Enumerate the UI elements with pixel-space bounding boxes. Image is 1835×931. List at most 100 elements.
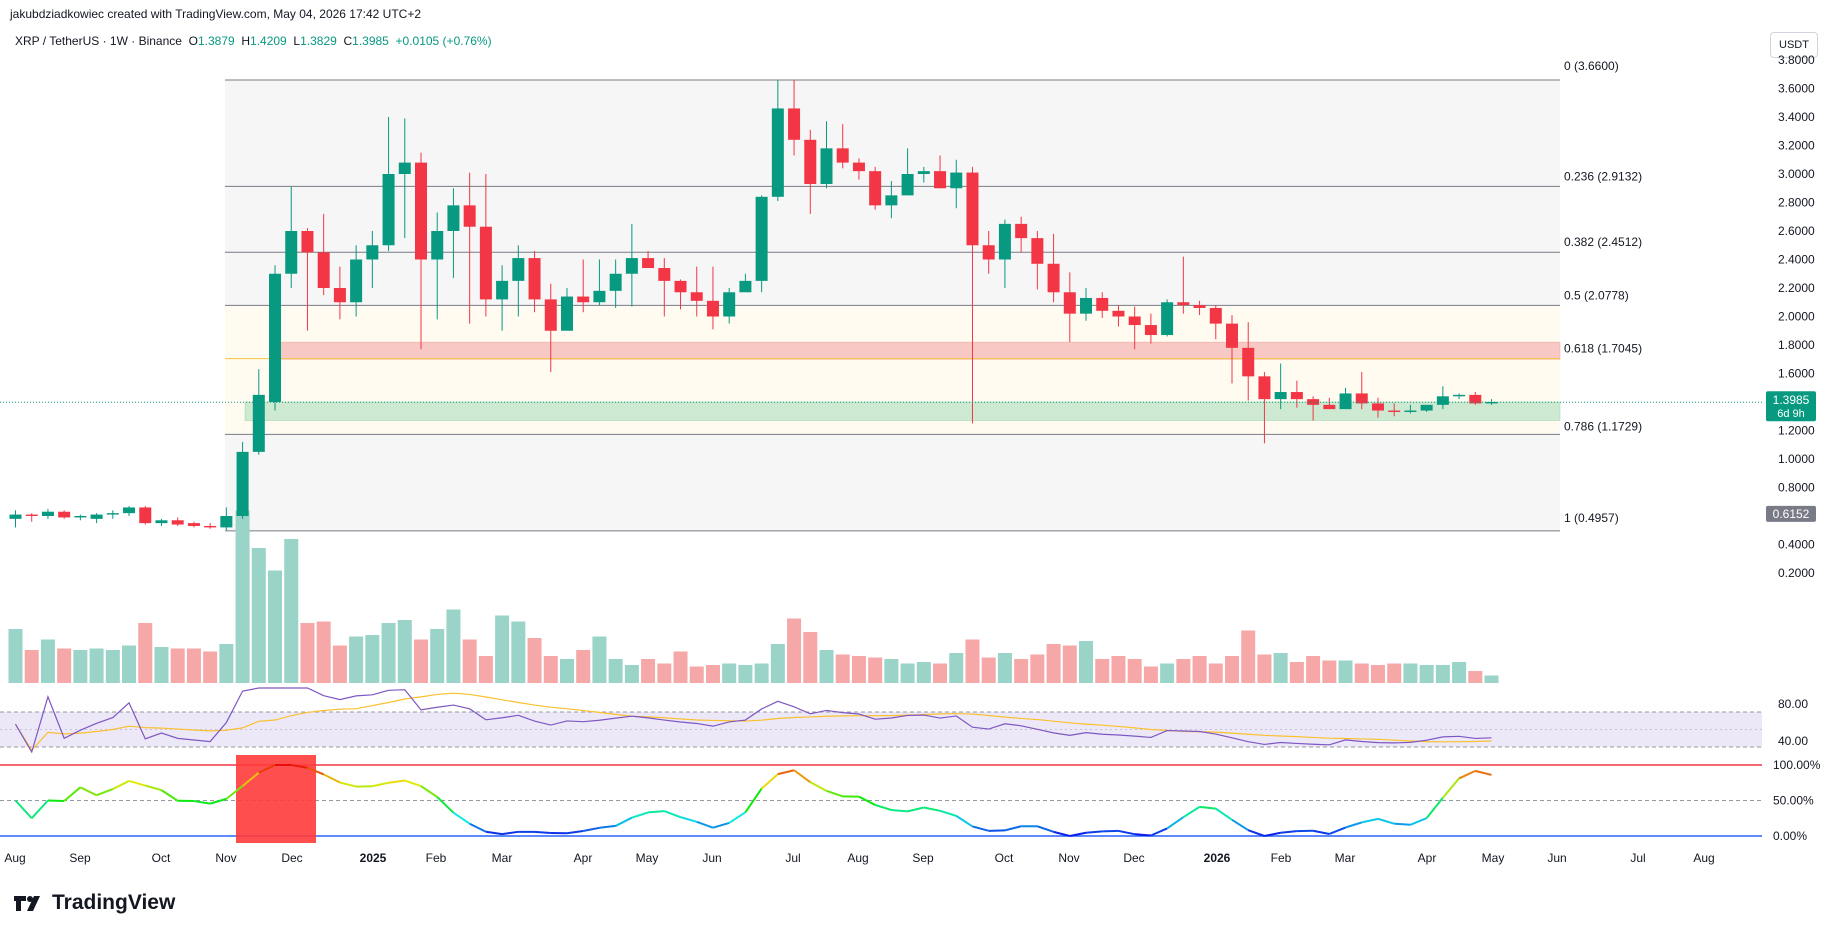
volume-bar: [576, 650, 591, 683]
candle-body: [366, 245, 379, 260]
candle-body: [1258, 376, 1271, 400]
volume-bar: [803, 632, 818, 683]
candle-body: [528, 258, 541, 300]
time-tick: 2025: [360, 851, 387, 865]
stoch-line-segment: [1085, 830, 1103, 834]
volume-bar: [1062, 645, 1077, 683]
symbol-name[interactable]: XRP / TetherUS · 1W · Binance: [15, 34, 182, 48]
volume-bar: [1176, 659, 1191, 683]
candle-body: [869, 171, 882, 206]
stoch-line-segment: [96, 788, 114, 797]
candle-body: [1047, 263, 1060, 293]
chart-credit: jakubdziadkowiec created with TradingVie…: [10, 7, 422, 21]
candle-body: [1242, 347, 1255, 377]
volume-bar: [349, 636, 364, 683]
stoch-line-segment: [1458, 769, 1476, 780]
time-tick: Oct: [995, 851, 1014, 865]
stoch-line-segment: [728, 811, 746, 824]
volume-bar: [1338, 660, 1353, 683]
rsi-tick: 40.00: [1778, 734, 1808, 748]
resistance-zone: [279, 341, 1561, 360]
candle-body: [382, 174, 395, 246]
low-value: 1.3829: [300, 34, 337, 48]
candle-body: [577, 296, 590, 303]
time-axis[interactable]: Aug Sep Oct Nov Dec 2025 Feb Mar Apr May Jun Jul Aug…: [4, 851, 1714, 865]
volume-bar: [559, 659, 574, 683]
candle-body: [1112, 310, 1125, 317]
stoch-line-segment: [923, 806, 941, 812]
candle-body: [285, 231, 298, 274]
volume-bar: [203, 651, 218, 683]
tradingview-logo[interactable]: TradingView: [12, 891, 175, 915]
candle-body: [1096, 297, 1109, 311]
time-tick: Sep: [69, 851, 91, 865]
candle-body: [1339, 393, 1352, 410]
rsi-tick: 80.00: [1778, 697, 1808, 711]
volume-bar: [722, 663, 737, 683]
volume-bar: [1241, 630, 1256, 683]
candle-body: [398, 162, 411, 174]
candle-body: [836, 148, 849, 163]
stoch-line-segment: [744, 788, 763, 813]
fib-label: 0.5 (2.0778): [1564, 288, 1629, 302]
stoch-line-segment: [648, 810, 665, 814]
time-tick: Jun: [702, 851, 721, 865]
stoch-line-segment: [1053, 830, 1071, 837]
candle-body: [1031, 238, 1044, 264]
candle-body: [674, 280, 687, 293]
symbol-legend[interactable]: XRP / TetherUS · 1W · Binance O1.3879 H1…: [15, 34, 492, 48]
stoch-line-segment: [1442, 777, 1460, 799]
volume-bar: [251, 548, 266, 683]
stoch-line-segment: [452, 811, 471, 825]
stoch-line-segment: [534, 830, 551, 834]
volume-bar: [1046, 644, 1061, 683]
chart-canvas[interactable]: 0 (3.6600) 0.236 (2.9132) 0.382 (2.4512) 0.…: [0, 0, 1835, 880]
candle-body: [90, 514, 103, 519]
volume-bar: [1484, 675, 1499, 683]
stoch-rsi-pane: 100.00% 50.00% 0.00%: [0, 755, 1821, 843]
volume-bar: [8, 629, 23, 683]
volume-bar: [705, 665, 720, 683]
volume-bar: [933, 663, 948, 683]
fib-label: 0.786 (1.1729): [1564, 419, 1642, 433]
stoch-line-segment: [1475, 769, 1492, 776]
candle-body: [1226, 323, 1238, 348]
candle-body: [479, 226, 492, 300]
candle-body: [706, 300, 719, 317]
candle-body: [204, 525, 217, 528]
price-tick: 0.2000: [1778, 566, 1815, 580]
last-price-value: 1.3985: [1773, 393, 1810, 407]
volume-bar: [1143, 666, 1158, 683]
volume-bar: [1030, 654, 1045, 683]
volume-bar: [332, 645, 347, 683]
volume-bar: [527, 638, 542, 683]
stoch-line-segment: [826, 789, 844, 798]
stoch-line-segment: [1280, 830, 1297, 834]
volume-bar: [1225, 656, 1239, 683]
candle-body: [658, 268, 671, 281]
fib-label: 0 (3.6600): [1564, 59, 1619, 73]
volume-bar: [122, 645, 137, 683]
volume-bar: [916, 662, 931, 683]
rsi-pane: 80.00 40.00: [0, 687, 1808, 754]
candle-body: [1290, 392, 1303, 400]
candle-body: [739, 280, 752, 293]
brand-name: TradingView: [52, 891, 176, 914]
volume-bar: [965, 639, 980, 683]
fibonacci-retracement[interactable]: 0 (3.6600) 0.236 (2.9132) 0.382 (2.4512) 0.…: [225, 59, 1642, 532]
low-price-value: 0.6152: [1773, 507, 1810, 521]
stoch-line-segment: [566, 830, 584, 835]
currency-button[interactable]: USDT: [1770, 32, 1818, 58]
price-axis[interactable]: 3.8000 3.6000 3.4000 3.2000 3.0000 2.8000 2.60…: [1778, 53, 1815, 580]
volume-bar: [1289, 662, 1304, 683]
price-tick: 1.6000: [1778, 367, 1815, 381]
stoch-line-segment: [1215, 807, 1233, 821]
stoch-line-segment: [14, 799, 33, 819]
stoch-line-segment: [209, 797, 227, 805]
stoch-line-segment: [809, 781, 827, 792]
stoch-line-segment: [631, 811, 649, 819]
candle-body: [1015, 223, 1028, 239]
candle-body: [123, 507, 136, 514]
candle-body: [269, 273, 282, 402]
